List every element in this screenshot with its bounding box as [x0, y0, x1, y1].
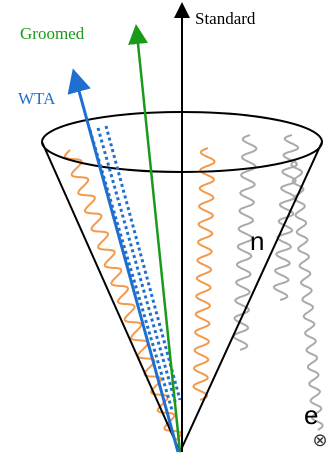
- wta-dotted-lines: [90, 126, 180, 410]
- cone-edge-left: [42, 142, 180, 452]
- groomed-axis: [137, 34, 180, 452]
- standard-label: Standard: [195, 9, 256, 28]
- wta-label: WTA: [18, 89, 56, 108]
- wave: [194, 148, 215, 400]
- jet-cone-diagram: Standard Groomed WTA n e ⊗: [0, 0, 335, 465]
- cut-text: n: [250, 226, 264, 256]
- groomed-label: Groomed: [20, 24, 85, 43]
- wta-axis: [76, 80, 178, 452]
- page: Standard Groomed WTA n e ⊗ (() => { cons…: [0, 0, 335, 465]
- beam-symbol: ⊗: [312, 430, 327, 451]
- cut-text: e: [304, 400, 318, 430]
